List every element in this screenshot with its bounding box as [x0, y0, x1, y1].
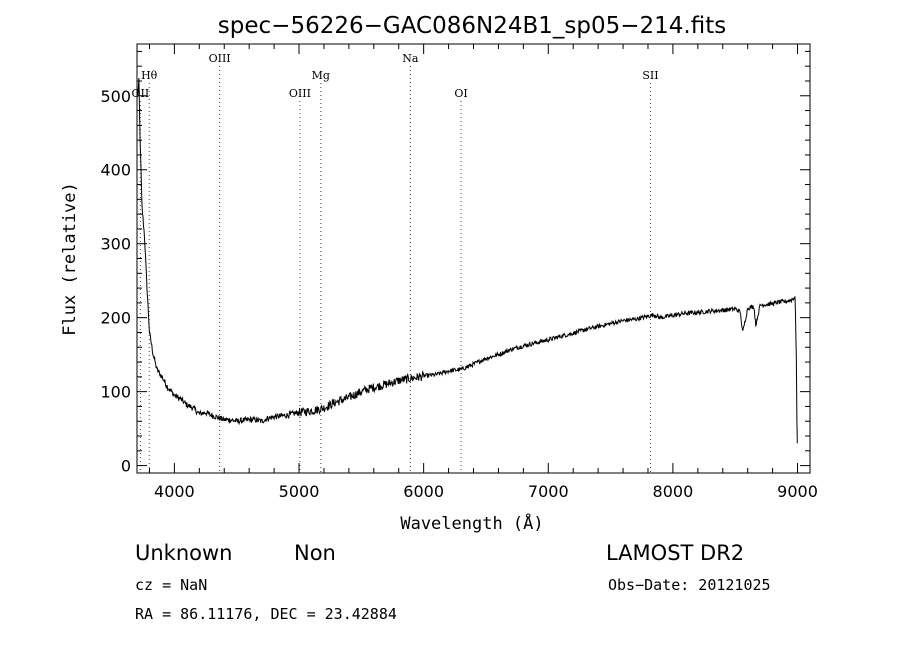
y-axis-label: Flux (relative) — [60, 182, 80, 336]
object-class: Unknown — [135, 541, 232, 565]
x-axis-label: Wavelength (Å) — [400, 512, 543, 534]
x-tick-label: 5000 — [279, 482, 320, 501]
y-tick-label: 200 — [100, 309, 131, 328]
emission-line-label: SII — [642, 69, 658, 82]
emission-line-label: OI — [454, 87, 467, 100]
coordinates: RA = 86.11176, DEC = 23.42884 — [135, 605, 397, 623]
x-tick-label: 7000 — [528, 482, 569, 501]
object-subclass: Non — [294, 541, 336, 565]
x-tick-label: 4000 — [154, 482, 195, 501]
emission-line-label: Hθ — [141, 69, 158, 82]
emission-line-label: Na — [402, 52, 419, 65]
y-axis-ticks: 0 100 200 300 400 500 — [100, 50, 810, 476]
emission-line-label: OII — [132, 87, 150, 100]
y-tick-label: 400 — [100, 161, 131, 180]
x-tick-label: 8000 — [653, 482, 694, 501]
plot-frame — [136, 43, 811, 474]
y-tick-label: 100 — [100, 383, 131, 402]
observation-date: Obs−Date: 20121025 — [608, 576, 771, 594]
y-tick-label: 0 — [121, 457, 131, 476]
emission-line-label: Mg — [312, 69, 330, 82]
y-tick-label: 300 — [100, 235, 131, 254]
x-axis-ticks: 4000 5000 6000 7000 8000 9000 — [148, 44, 818, 501]
survey-name: LAMOST DR2 — [606, 541, 744, 565]
spectrum-line — [137, 77, 798, 444]
emission-line-label: OIII — [209, 52, 231, 65]
redshift-cz: cz = NaN — [135, 576, 207, 594]
y-tick-label: 500 — [100, 87, 131, 106]
x-tick-label: 6000 — [403, 482, 444, 501]
x-tick-label: 9000 — [777, 482, 818, 501]
emission-line-label: OIII — [289, 87, 311, 100]
chart-title: spec−56226−GAC086N24B1_sp05−214.fits — [218, 13, 726, 39]
